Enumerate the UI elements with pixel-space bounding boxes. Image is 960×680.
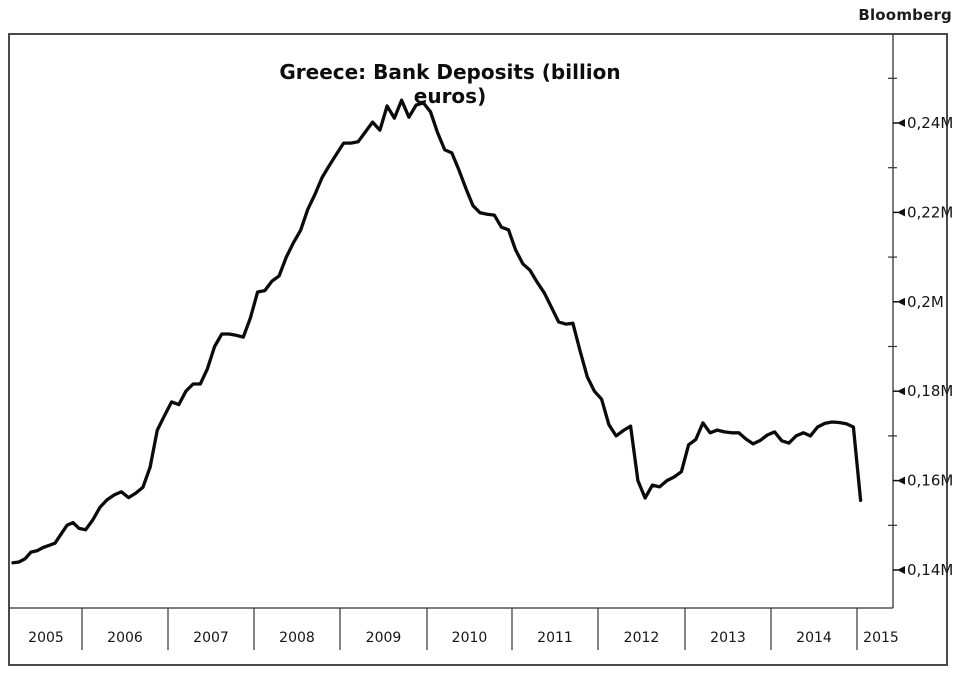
x-axis-label-2010: 2010 — [452, 630, 488, 646]
y-tick-arrow-icon — [897, 119, 905, 127]
y-axis-label: 0,16M — [907, 472, 953, 490]
y-tick-arrow-icon — [897, 566, 905, 574]
y-axis-label: 0,2M — [907, 293, 944, 311]
x-axis-label-2014: 2014 — [796, 630, 832, 646]
chart-frame — [8, 33, 948, 666]
y-tick-arrow-icon — [897, 387, 905, 396]
x-axis-label-2006: 2006 — [107, 630, 143, 646]
x-axis-label-2015: 2015 — [863, 630, 899, 646]
y-axis-label: 0,24M — [907, 114, 953, 132]
x-axis-label-2013: 2013 — [710, 630, 746, 646]
x-axis-label-2011: 2011 — [537, 630, 573, 646]
y-tick-arrow-icon — [897, 476, 905, 485]
deposits-series-line — [11, 98, 863, 565]
x-axis-label-2012: 2012 — [624, 630, 660, 646]
y-axis-label: 0,14M — [907, 561, 953, 579]
x-axis-label-2005: 2005 — [28, 630, 64, 646]
bloomberg-logo: Bloomberg — [858, 6, 952, 24]
y-tick-arrow-icon — [897, 208, 905, 217]
x-axis-label-2009: 2009 — [366, 630, 402, 646]
y-tick-arrow-icon — [897, 297, 905, 306]
y-axis-label: 0,18M — [907, 382, 953, 400]
y-axis-label: 0,22M — [907, 203, 953, 221]
x-axis-label-2008: 2008 — [279, 630, 315, 646]
x-axis-label-2007: 2007 — [193, 630, 229, 646]
